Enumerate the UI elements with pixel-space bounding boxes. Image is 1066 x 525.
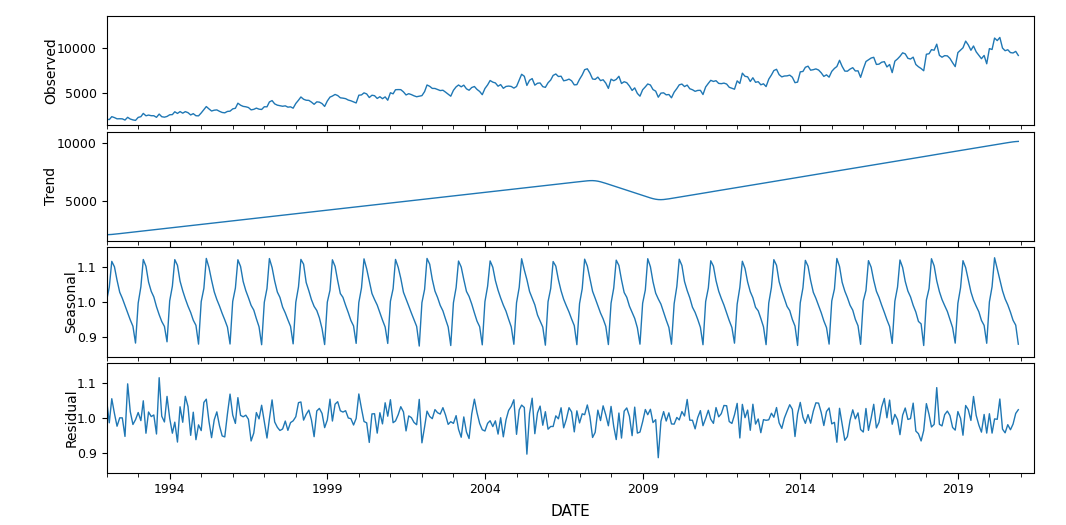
Y-axis label: Residual: Residual (64, 388, 79, 447)
Y-axis label: Seasonal: Seasonal (64, 271, 79, 333)
Y-axis label: Observed: Observed (45, 37, 59, 104)
Y-axis label: Trend: Trend (45, 167, 59, 205)
X-axis label: DATE: DATE (550, 504, 591, 519)
